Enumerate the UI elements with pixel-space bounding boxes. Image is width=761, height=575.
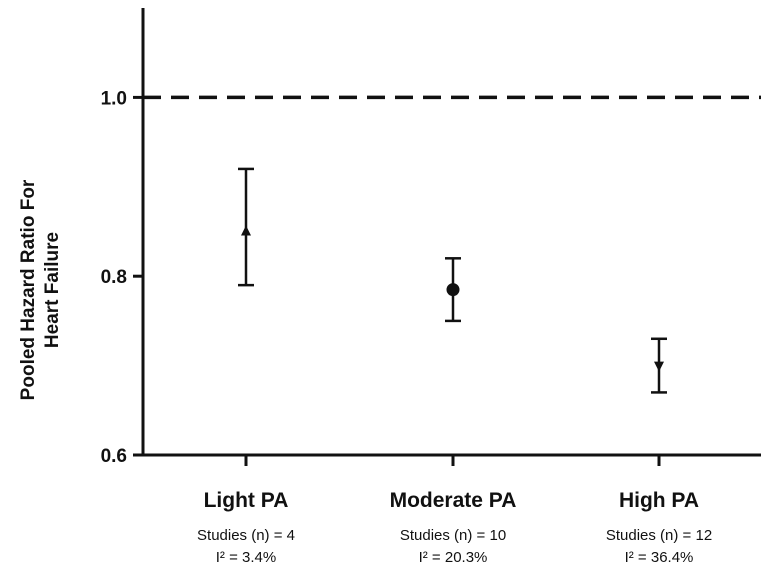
studies-count-label: Studies (n) = 12 — [606, 527, 712, 544]
heterogeneity-label: I² = 3.4% — [216, 549, 276, 566]
x-category-label: Light PA — [204, 489, 289, 512]
point-marker-circle — [446, 283, 460, 297]
x-category-label: High PA — [619, 489, 699, 512]
heterogeneity-label: I² = 20.3% — [419, 549, 488, 566]
y-tick-label: 0.6 — [101, 446, 127, 467]
y-axis-label: Pooled Hazard Ratio For Heart Failure — [18, 179, 63, 400]
point-group — [238, 167, 254, 287]
y-axis-ticks: 0.6 0.8 1.0 — [101, 88, 143, 467]
studies-count-label: Studies (n) = 4 — [197, 527, 295, 544]
data-points — [238, 167, 667, 394]
point-marker-triangle-down — [654, 361, 664, 372]
heterogeneity-label: I² = 36.4% — [625, 549, 694, 566]
y-axis-label-line-2: Heart Failure — [42, 232, 63, 348]
y-tick-label: 1.0 — [101, 88, 127, 109]
point-group — [445, 257, 461, 323]
studies-count-label: Studies (n) = 10 — [400, 527, 506, 544]
x-axis-categories: Light PA Studies (n) = 4 I² = 3.4% Moderate… — [197, 455, 712, 566]
point-group — [651, 337, 667, 394]
point-marker-triangle-up — [241, 225, 251, 236]
x-category-label: Moderate PA — [390, 489, 517, 512]
y-tick-label: 0.8 — [101, 267, 127, 288]
y-axis-label-line-1: Pooled Hazard Ratio For — [18, 179, 39, 400]
